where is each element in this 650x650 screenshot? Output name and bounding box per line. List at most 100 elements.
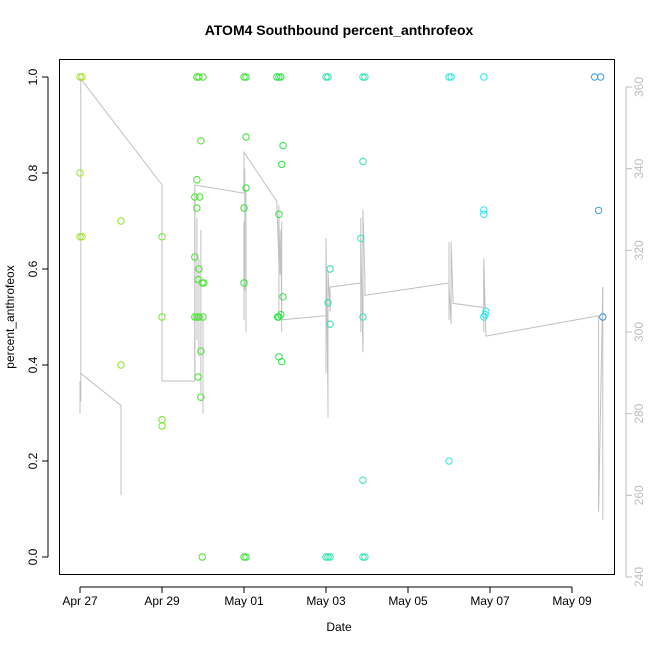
data-point-29 xyxy=(194,373,202,381)
data-point-55 xyxy=(324,298,332,307)
plot-frame xyxy=(59,59,615,575)
data-point-14 xyxy=(197,137,205,145)
data-point-26 xyxy=(195,313,203,321)
data-point-30 xyxy=(197,393,205,401)
data-point-60 xyxy=(359,73,367,81)
data-point-31 xyxy=(198,553,206,561)
chart-title: ATOM4 Southbound percent_anthrofeox xyxy=(205,22,474,38)
data-point-8 xyxy=(158,313,166,321)
x-axis: Apr 27 Apr 29 May 01 May 03 May 05 May 07 May … xyxy=(62,586,592,608)
secondary-trace-segment-0 xyxy=(79,372,122,496)
data-point-4 xyxy=(78,233,86,241)
y-tick-label-0: 0.0 xyxy=(26,548,40,565)
y2-tick-label-4: 320 xyxy=(632,240,646,260)
data-point-13 xyxy=(199,73,207,81)
data-point-63 xyxy=(357,234,365,243)
data-point-67 xyxy=(361,553,369,561)
data-point-51 xyxy=(278,357,286,366)
x-axis-label: Date xyxy=(326,620,352,634)
data-point-39 xyxy=(242,553,250,561)
x-tick-label-3: May 03 xyxy=(306,594,346,608)
data-point-46 xyxy=(279,293,287,301)
data-point-35 xyxy=(242,184,250,192)
data-point-3 xyxy=(76,233,84,241)
data-point-78 xyxy=(597,73,605,81)
data-point-20 xyxy=(195,265,203,273)
data-point-66 xyxy=(359,553,367,561)
data-point-41 xyxy=(275,73,283,81)
y2-tick-label-6: 360 xyxy=(632,77,646,97)
y-tick-label-1: 0.2 xyxy=(26,452,40,469)
data-point-5 xyxy=(117,217,125,225)
data-point-12 xyxy=(195,73,203,81)
y-axis-right: 240 260 280 300 320 340 360 xyxy=(625,77,646,587)
data-point-45 xyxy=(275,210,283,219)
data-point-19 xyxy=(191,253,199,261)
data-point-68 xyxy=(445,73,453,81)
secondary-trace-layer xyxy=(79,77,604,520)
data-point-76 xyxy=(480,313,488,321)
y-axis-label: percent_anthrofeox xyxy=(3,265,17,368)
data-point-37 xyxy=(240,279,248,287)
data-point-36 xyxy=(240,204,248,212)
data-point-32 xyxy=(240,73,248,81)
data-point-53 xyxy=(324,73,332,81)
data-point-1 xyxy=(78,73,86,81)
data-point-62 xyxy=(359,157,367,166)
data-point-52 xyxy=(322,73,330,81)
data-point-23 xyxy=(200,279,208,287)
data-point-7 xyxy=(158,233,166,241)
data-point-40 xyxy=(273,73,281,81)
data-point-2 xyxy=(76,169,84,177)
y2-tick-label-0: 240 xyxy=(632,567,646,587)
data-point-80 xyxy=(599,313,607,321)
data-point-27 xyxy=(199,313,207,321)
data-point-38 xyxy=(240,553,248,561)
x-tick-label-5: May 07 xyxy=(470,594,510,608)
y2-tick-label-2: 280 xyxy=(632,403,646,423)
data-point-18 xyxy=(193,204,201,212)
y2-tick-label-1: 260 xyxy=(632,485,646,505)
data-point-43 xyxy=(279,141,287,150)
data-point-50 xyxy=(275,353,283,361)
data-point-15 xyxy=(193,176,201,184)
data-point-9 xyxy=(158,416,166,424)
data-point-61 xyxy=(361,73,369,81)
data-point-42 xyxy=(277,73,285,81)
data-point-0 xyxy=(76,73,84,81)
secondary-trace-line xyxy=(79,77,604,512)
data-point-33 xyxy=(242,73,250,81)
data-point-49 xyxy=(277,310,285,319)
data-point-54 xyxy=(326,265,334,273)
y2-tick-label-3: 300 xyxy=(632,322,646,342)
data-point-65 xyxy=(359,476,367,484)
data-point-77 xyxy=(590,73,599,81)
x-tick-label-6: May 09 xyxy=(552,594,592,608)
y-tick-label-5: 1.0 xyxy=(26,68,40,85)
data-point-79 xyxy=(594,206,603,215)
x-tick-label-0: Apr 27 xyxy=(62,594,98,608)
y-tick-label-4: 0.8 xyxy=(26,164,40,181)
data-point-17 xyxy=(196,193,204,201)
data-point-64 xyxy=(359,313,367,321)
data-point-57 xyxy=(322,553,330,561)
data-point-24 xyxy=(191,313,199,321)
data-point-58 xyxy=(324,553,332,561)
data-point-59 xyxy=(326,553,334,561)
y-axis-left: 0.0 0.2 0.4 0.6 0.8 1.0 xyxy=(26,68,49,565)
y2-tick-label-5: 340 xyxy=(632,158,646,178)
data-point-70 xyxy=(445,457,453,465)
x-tick-label-4: May 05 xyxy=(388,594,428,608)
data-point-34 xyxy=(242,133,250,141)
data-point-69 xyxy=(447,73,455,81)
data-point-44 xyxy=(278,160,286,169)
data-point-48 xyxy=(275,313,283,321)
data-point-71 xyxy=(480,73,488,81)
data-point-56 xyxy=(326,320,334,328)
data-points-layer xyxy=(76,73,607,561)
y-tick-label-2: 0.4 xyxy=(26,356,40,373)
data-point-16 xyxy=(191,193,199,201)
y-tick-label-3: 0.6 xyxy=(26,260,40,277)
